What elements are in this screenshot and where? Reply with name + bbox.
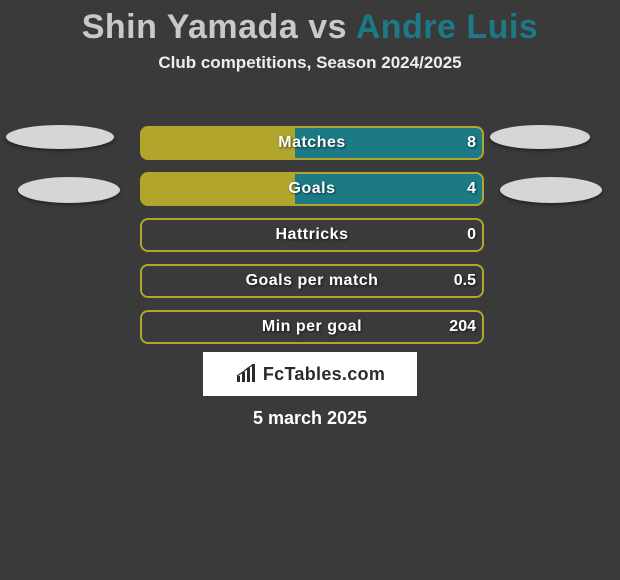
bar-track [140,172,484,206]
bar-track [140,264,484,298]
bar-track [140,310,484,344]
bar-track [140,126,484,160]
bar-row: Min per goal204 [0,304,620,350]
date: 5 march 2025 [0,408,620,429]
bars-area: Matches8Goals4Hattricks0Goals per match0… [0,120,620,350]
subtitle: Club competitions, Season 2024/2025 [0,53,620,73]
bar-fill-right [295,126,484,160]
chart-icon [235,364,259,384]
silhouette-ellipse [490,125,590,149]
bar-row: Goals per match0.5 [0,258,620,304]
bar-fill-left [140,126,295,160]
bar-fill-right [295,172,484,206]
silhouette-ellipse [500,177,602,203]
bar-row: Hattricks0 [0,212,620,258]
silhouette-ellipse [18,177,120,203]
vs-text: vs [308,8,347,46]
logo-text: FcTables.com [263,364,385,385]
player1-name: Shin Yamada [82,8,299,46]
bar-track [140,218,484,252]
player2-name: Andre Luis [356,8,539,46]
bar-fill-left [140,172,295,206]
comparison-widget: Shin Yamada vs Andre Luis Club competiti… [0,0,620,580]
silhouette-ellipse [6,125,114,149]
page-title: Shin Yamada vs Andre Luis [0,0,620,47]
logo-box: FcTables.com [203,352,417,396]
